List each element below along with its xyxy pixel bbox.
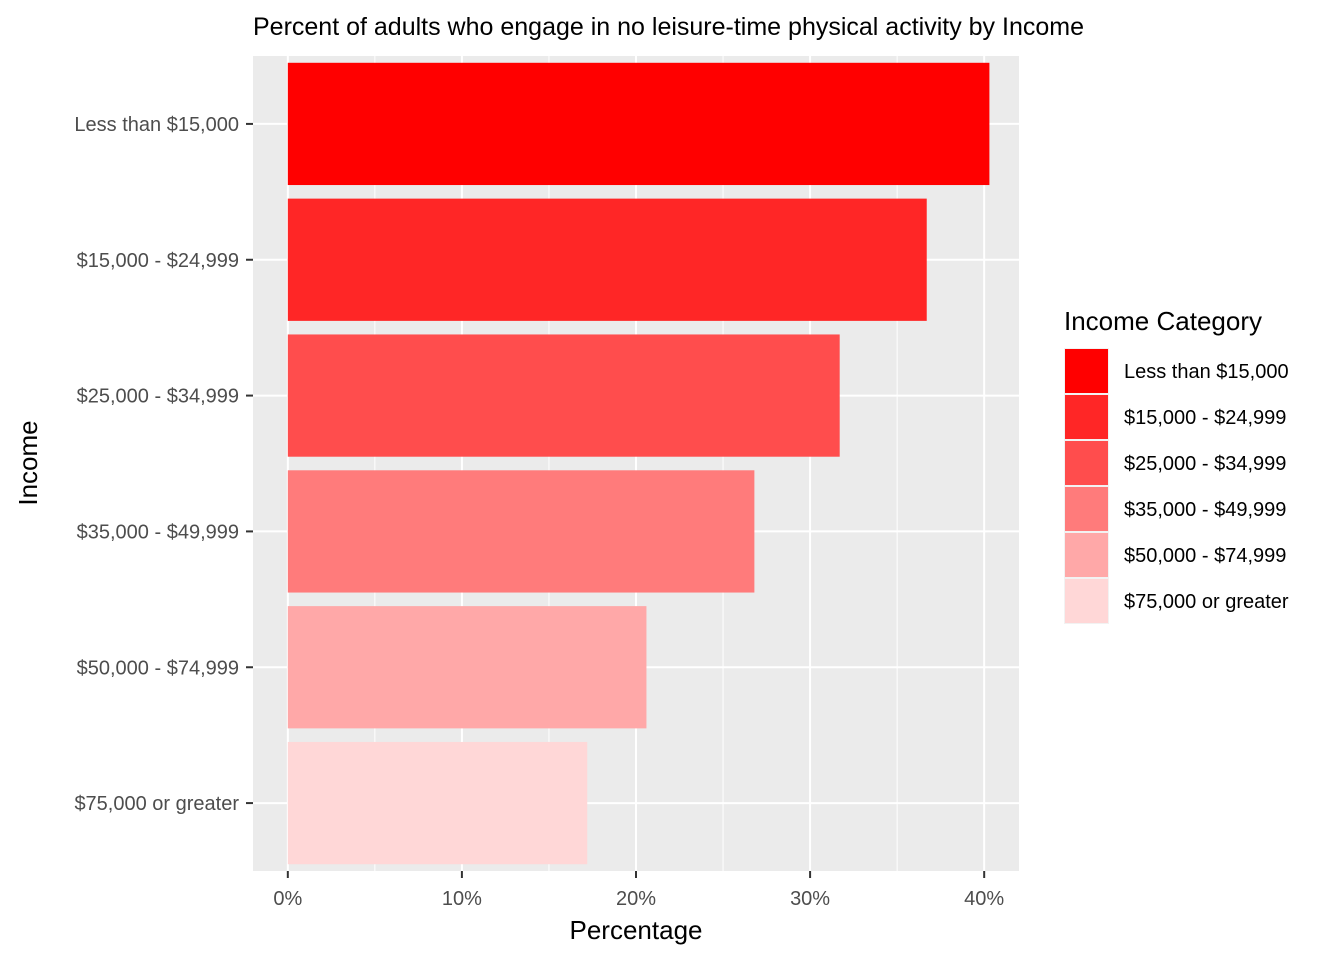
y-axis-title: Income (13, 420, 43, 505)
bar (287, 198, 927, 321)
legend-swatch (1065, 395, 1108, 439)
bar (287, 62, 990, 186)
x-axis: 0% 10% 20% 30% 40% (273, 871, 1004, 910)
y-tick-label: $75,000 or greater (74, 793, 239, 815)
bar (287, 741, 588, 865)
legend-title: Income Category (1064, 306, 1262, 336)
y-tick-label: $35,000 - $49,999 (77, 521, 239, 543)
y-tick-label: $50,000 - $74,999 (77, 657, 239, 679)
x-tick-label: 0% (273, 888, 302, 910)
x-tick-label: 20% (616, 888, 656, 910)
bar (287, 606, 647, 729)
legend-swatch (1065, 533, 1108, 577)
legend-swatch (1065, 487, 1108, 531)
legend-label: $75,000 or greater (1124, 591, 1289, 613)
bars (287, 62, 990, 865)
y-tick-label: $25,000 - $34,999 (77, 386, 239, 408)
minor-gridlines (374, 56, 898, 871)
legend-label: $25,000 - $34,999 (1124, 453, 1286, 475)
x-tick-label: 10% (442, 888, 482, 910)
y-tick-label: $15,000 - $24,999 (77, 250, 239, 272)
bar (287, 470, 755, 593)
legend-label: $50,000 - $74,999 (1124, 545, 1286, 567)
x-axis-title: Percentage (570, 915, 703, 945)
legend-swatch (1065, 441, 1108, 485)
x-tick-label: 40% (964, 888, 1004, 910)
bar (287, 334, 840, 457)
x-tick-label: 30% (790, 888, 830, 910)
legend-swatch (1065, 349, 1108, 393)
legend-label: $35,000 - $49,999 (1124, 499, 1286, 521)
y-axis: Less than $15,000 $15,000 - $24,999 $25,00… (74, 114, 253, 815)
legend-label: Less than $15,000 (1124, 361, 1289, 383)
legend: Income Category Less than $15,000 $15,000… (1064, 306, 1289, 624)
legend-swatch (1065, 579, 1108, 623)
chart-title: Percent of adults who engage in no leisu… (253, 13, 1084, 41)
legend-label: $15,000 - $24,999 (1124, 407, 1286, 429)
y-tick-label: Less than $15,000 (74, 114, 239, 136)
